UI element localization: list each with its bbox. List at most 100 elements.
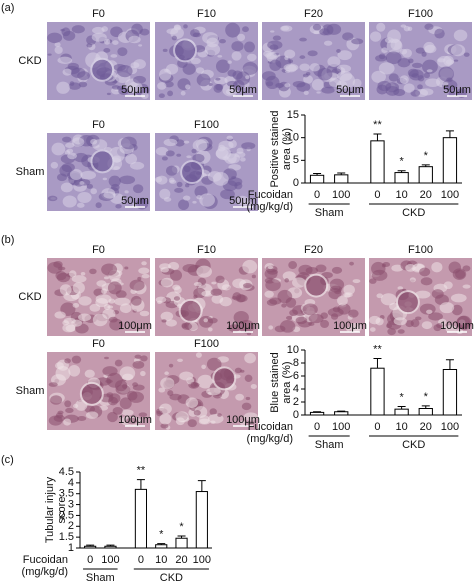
x-axis-label: Fucoidan — [23, 554, 68, 566]
tissue — [446, 77, 453, 83]
tissue — [192, 200, 197, 204]
tissue — [50, 161, 59, 169]
tissue — [213, 83, 223, 93]
tissue — [120, 136, 137, 150]
tissue — [159, 68, 172, 81]
significance: * — [399, 391, 404, 403]
tissue — [199, 193, 215, 207]
tissue — [346, 327, 351, 332]
tissue — [107, 281, 122, 295]
tissue — [262, 71, 276, 81]
x-tick-label: 0 — [314, 189, 320, 201]
tissue — [86, 43, 93, 48]
micrograph — [369, 258, 472, 336]
tissue — [227, 177, 243, 187]
row-label: CKD — [18, 291, 41, 303]
tissue — [288, 59, 294, 63]
x-tick-label: 100 — [332, 421, 350, 433]
tissue — [71, 319, 83, 327]
tissue — [104, 356, 109, 360]
tissue — [382, 262, 391, 267]
tissue — [199, 415, 210, 424]
error-bar — [421, 405, 430, 409]
tissue — [316, 91, 321, 94]
tissue — [112, 40, 119, 45]
tissue — [196, 195, 202, 200]
tissue — [242, 26, 249, 33]
tissue — [169, 269, 183, 281]
tissue — [71, 355, 82, 364]
tissue — [411, 62, 423, 68]
tissue — [132, 184, 144, 194]
image-label: F100 — [194, 119, 219, 131]
x-axis-label: (mg/kg/d) — [247, 433, 293, 445]
tissue — [219, 39, 226, 44]
tissue — [237, 33, 246, 42]
tissue — [426, 309, 433, 314]
tissue — [164, 371, 169, 376]
scale-label: 50μm — [336, 84, 364, 96]
tissue — [328, 288, 342, 300]
tissue — [231, 176, 237, 179]
tissue — [419, 88, 434, 96]
tissue — [443, 281, 453, 290]
bar — [418, 166, 433, 184]
tissue — [370, 31, 382, 42]
tissue — [295, 316, 308, 325]
y-tick-label: 1 — [68, 542, 74, 554]
x-tick-label: 0 — [138, 554, 144, 566]
tissue — [431, 261, 443, 273]
tissue — [48, 415, 63, 426]
tissue — [117, 47, 128, 57]
x-tick-label: 10 — [155, 554, 167, 566]
tissue — [168, 363, 174, 368]
tissue — [240, 157, 246, 162]
tissue — [183, 24, 188, 29]
tissue — [244, 352, 256, 364]
tissue — [428, 312, 443, 321]
tissue — [239, 319, 255, 334]
tissue — [231, 41, 244, 52]
tissue — [313, 30, 320, 34]
tissue — [284, 69, 291, 74]
tissue — [247, 53, 257, 62]
tissue — [119, 303, 132, 314]
error-bar — [397, 170, 406, 173]
y-tick-label: 8 — [293, 357, 299, 369]
tissue — [378, 53, 386, 60]
tissue — [292, 277, 306, 288]
error-bar — [337, 172, 346, 175]
tissue — [265, 52, 277, 60]
y-tick-label: 10 — [287, 344, 299, 356]
tissue — [173, 296, 181, 301]
tissue — [445, 59, 455, 65]
tissue — [185, 183, 190, 188]
scale-label: 50μm — [229, 195, 257, 207]
bar — [370, 367, 385, 416]
tissue — [56, 173, 67, 182]
micrograph — [47, 258, 150, 336]
tissue — [67, 152, 78, 160]
error-bar — [373, 133, 382, 141]
tissue — [284, 278, 290, 283]
tissue — [110, 54, 118, 58]
tissue — [423, 41, 435, 53]
micrograph — [155, 352, 258, 430]
group-label: Sham — [315, 207, 344, 219]
tissue — [280, 25, 293, 32]
tissue — [403, 83, 415, 93]
tissue — [206, 357, 222, 371]
tissue — [178, 199, 190, 210]
significance: ** — [373, 343, 382, 355]
micrograph — [47, 352, 150, 430]
tissue — [371, 261, 386, 276]
tissue — [423, 72, 430, 79]
tissue — [76, 202, 85, 208]
significance: * — [424, 150, 429, 162]
tissue — [193, 382, 200, 387]
error-bar — [313, 411, 322, 413]
panel-label: (b) — [1, 234, 14, 246]
tissue — [420, 277, 433, 286]
tissue — [378, 62, 395, 75]
bar — [394, 172, 409, 184]
